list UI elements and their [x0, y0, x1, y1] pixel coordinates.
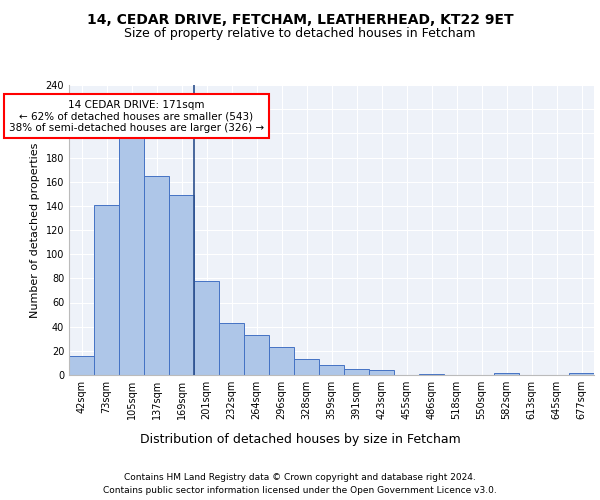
Bar — [219, 323, 244, 375]
Bar — [569, 372, 594, 375]
Bar — [369, 370, 394, 375]
Bar — [419, 374, 444, 375]
Text: Distribution of detached houses by size in Fetcham: Distribution of detached houses by size … — [140, 432, 460, 446]
Text: Contains public sector information licensed under the Open Government Licence v3: Contains public sector information licen… — [103, 486, 497, 495]
Bar — [119, 134, 144, 375]
Bar — [144, 176, 169, 375]
Bar — [494, 372, 519, 375]
Bar — [194, 281, 219, 375]
Bar — [69, 356, 94, 375]
Text: 14 CEDAR DRIVE: 171sqm
← 62% of detached houses are smaller (543)
38% of semi-de: 14 CEDAR DRIVE: 171sqm ← 62% of detached… — [9, 100, 264, 132]
Bar — [269, 347, 294, 375]
Y-axis label: Number of detached properties: Number of detached properties — [30, 142, 40, 318]
Bar — [169, 195, 194, 375]
Bar — [344, 369, 369, 375]
Bar — [294, 360, 319, 375]
Bar — [94, 204, 119, 375]
Text: Contains HM Land Registry data © Crown copyright and database right 2024.: Contains HM Land Registry data © Crown c… — [124, 472, 476, 482]
Bar — [319, 366, 344, 375]
Text: 14, CEDAR DRIVE, FETCHAM, LEATHERHEAD, KT22 9ET: 14, CEDAR DRIVE, FETCHAM, LEATHERHEAD, K… — [86, 12, 514, 26]
Text: Size of property relative to detached houses in Fetcham: Size of property relative to detached ho… — [124, 28, 476, 40]
Bar — [244, 335, 269, 375]
